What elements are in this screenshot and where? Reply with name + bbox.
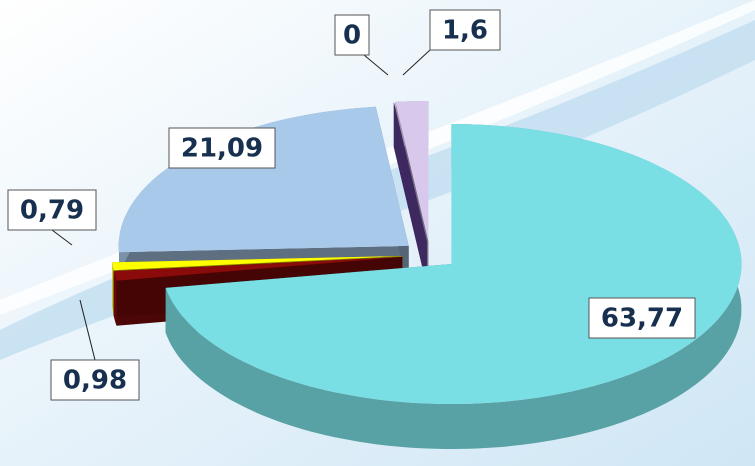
data-label: 63,77 <box>601 304 683 334</box>
label-box <box>429 9 501 51</box>
slice-wall <box>393 102 427 287</box>
leader-line <box>79 299 96 361</box>
label-box <box>588 297 696 339</box>
data-label: 21,09 <box>181 134 263 164</box>
label-box <box>334 14 370 56</box>
slice-side <box>113 271 117 326</box>
data-label: 0,98 <box>63 366 127 396</box>
label-box <box>50 359 140 401</box>
label-box <box>7 189 97 231</box>
slice-top <box>118 106 409 253</box>
slice-top <box>112 256 403 271</box>
data-label: 1,6 <box>442 16 488 46</box>
slice-top <box>113 256 403 281</box>
data-label: 0,79 <box>20 196 84 226</box>
leader-line <box>402 49 431 76</box>
label-box <box>168 127 276 169</box>
leader-line <box>363 54 389 76</box>
slice-top <box>395 101 429 241</box>
data-label: 0 <box>343 21 361 51</box>
slice <box>393 102 427 287</box>
labels: 63,77 0,98 0,79 21,09 0 1,6 <box>7 9 696 401</box>
slice-side <box>112 262 114 316</box>
leader-line <box>51 229 73 246</box>
